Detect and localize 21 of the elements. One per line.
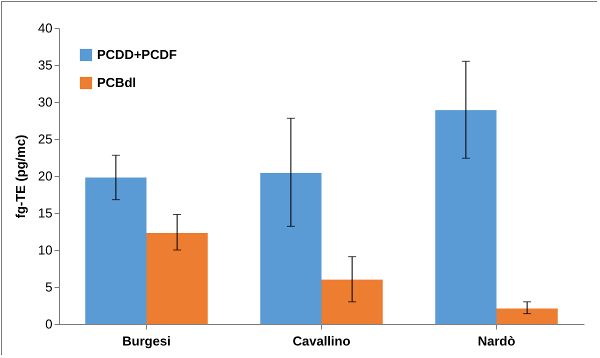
- y-axis-title: fg-TE (pg/mc): [13, 134, 28, 218]
- y-tick-label: 40: [38, 20, 52, 36]
- bar: [85, 177, 146, 324]
- x-tick-label: Cavallino: [292, 334, 350, 348]
- bar: [496, 308, 558, 324]
- y-tick-label: 35: [38, 58, 52, 72]
- bar: [146, 232, 208, 324]
- bar: [260, 173, 322, 324]
- y-tick-label: 5: [45, 280, 52, 294]
- x-tick-label: Burgesi: [122, 334, 171, 348]
- bar: [435, 110, 496, 324]
- legend-label: PCBdl: [97, 75, 136, 90]
- y-tick-label: 0: [45, 316, 52, 332]
- legend-label: PCDD+PCDF: [97, 47, 177, 62]
- x-tick-label: Nardò: [478, 334, 516, 348]
- y-tick-label: 15: [38, 206, 52, 220]
- y-tick-label: 10: [38, 242, 52, 258]
- y-tick-label: 25: [38, 132, 52, 146]
- y-tick-label: 30: [38, 94, 52, 110]
- y-tick-label: 20: [38, 168, 52, 184]
- bar: [322, 280, 383, 324]
